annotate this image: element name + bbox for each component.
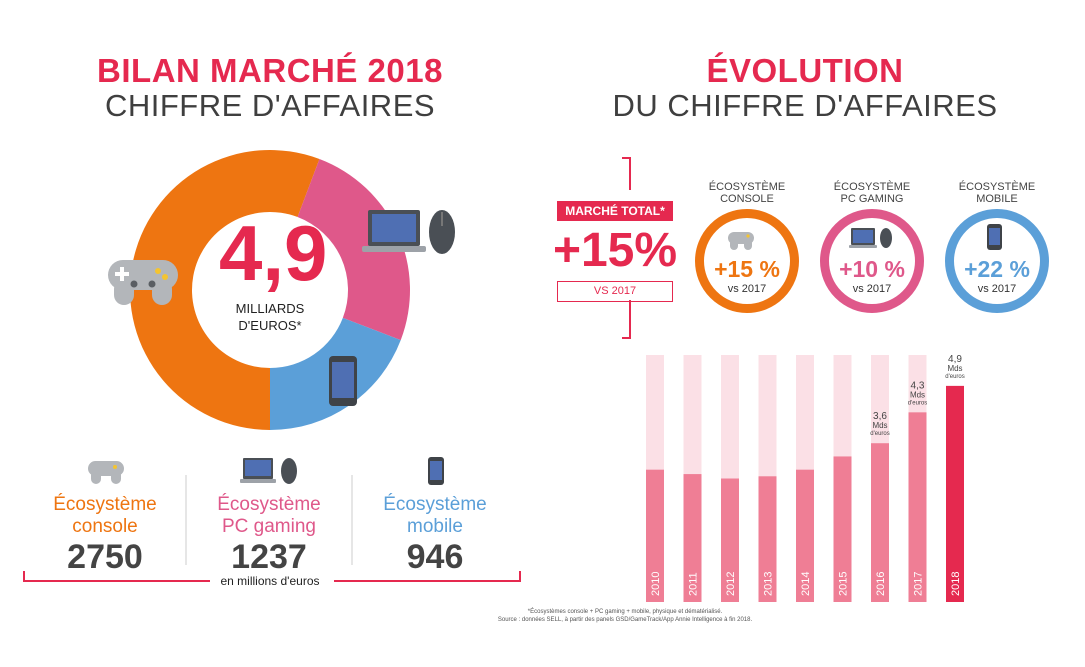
bar-value-label-2017-3: d'euros — [908, 400, 928, 406]
bar-2013 — [758, 476, 777, 602]
pc-pct: +10 % — [839, 256, 905, 282]
laptop-icon — [362, 210, 426, 252]
console-label-line1: Écosystème — [53, 494, 157, 515]
left-subtitle: CHIFFRE D'AFFAIRES — [104, 88, 436, 123]
circle-phone-icon — [987, 224, 1002, 250]
bar-value-label-2018-1: 4,9 — [948, 354, 962, 365]
total-bracket — [622, 157, 631, 339]
mobile-circle-head-2: MOBILE — [976, 193, 1018, 205]
legend-decor — [23, 457, 521, 582]
console-circle-head-2: CONSOLE — [720, 193, 774, 205]
pc-circle-head-1: ÉCOSYSTÈME — [833, 181, 911, 193]
bar-label-2016: 2016 — [875, 572, 887, 596]
right-subtitle: DU CHIFFRE D'AFFAIRES — [612, 88, 998, 123]
console-value: 2750 — [67, 538, 143, 576]
mobile-label-line2: mobile — [407, 516, 463, 537]
laptop-small-icon — [240, 458, 297, 484]
bar-2018 — [946, 385, 964, 602]
footnote-line1: *Écosystèmes console + PC gaming + mobil… — [527, 609, 723, 615]
bar-value-label-2018-2: Mds — [947, 364, 962, 373]
mobile-circle-head-1: ÉCOSYSTÈME — [958, 181, 1036, 193]
bar-value-label-2016-2: Mds — [872, 421, 887, 430]
console-label-line2: console — [72, 516, 138, 537]
bar-label-2017: 2017 — [913, 572, 925, 596]
pc-value: 1237 — [231, 538, 307, 576]
bar-label-2015: 2015 — [838, 572, 850, 596]
circle-laptop-icon — [849, 228, 892, 248]
center-unit-line2: D'EUROS* — [238, 318, 302, 333]
bar-label-2013: 2013 — [763, 572, 775, 596]
phone-small-icon — [428, 457, 444, 485]
pc-circle — [820, 209, 924, 313]
bar-label-2018: 2018 — [950, 572, 962, 596]
bar-2012 — [721, 478, 739, 602]
bar-label-2012: 2012 — [725, 572, 737, 596]
bars: 2010 2011 2012 2013 2014 2015 2016 2017 20183,6M… — [646, 354, 965, 602]
right-title: ÉVOLUTION — [706, 52, 904, 89]
bar-label-2014: 2014 — [800, 572, 812, 596]
mobile-circle — [945, 209, 1049, 313]
bar-2010 — [646, 469, 664, 602]
mobile-value: 946 — [406, 538, 464, 576]
gamepad-small-icon — [88, 461, 124, 484]
total-label: MARCHÉ TOTAL* — [557, 201, 673, 221]
left-title: BILAN MARCHÉ 2018 — [97, 52, 443, 89]
bar-value-label-2018-3: d'euros — [945, 374, 965, 380]
circle-gamepad-icon — [728, 232, 754, 250]
bar-2017 — [908, 412, 927, 602]
bar-chart: 2010 2011 2012 2013 2014 2015 2016 2017 20183,6M… — [646, 354, 965, 602]
bar-value-label-2016-3: d'euros — [870, 431, 890, 437]
pc-circle-head-2: PC GAMING — [840, 193, 904, 205]
pc-label-line2: PC gaming — [222, 516, 316, 537]
mobile-label-line1: Écosystème — [383, 494, 487, 515]
bar-2015 — [833, 456, 852, 602]
console-pct: +15 % — [714, 256, 780, 282]
bar-2016 — [871, 443, 889, 602]
pc-vs: vs 2017 — [852, 283, 892, 295]
footnote-line2: Source : données SELL, à partir des pane… — [497, 617, 753, 623]
pc-label-line1: Écosystème — [217, 494, 321, 515]
center-unit-line1: MILLIARDS — [235, 301, 305, 316]
bar-label-2011: 2011 — [688, 572, 700, 596]
total-value: +15% — [552, 224, 678, 277]
mobile-vs: vs 2017 — [977, 283, 1017, 295]
console-circle-head-1: ÉCOSYSTÈME — [708, 181, 786, 193]
bar-2011 — [683, 474, 702, 602]
total-vs: VS 2017 — [557, 281, 673, 302]
bar-2014 — [796, 469, 814, 602]
console-vs: vs 2017 — [727, 283, 767, 295]
unit-note: en millions d'euros — [220, 574, 320, 588]
bar-value-label-2017-2: Mds — [910, 390, 925, 399]
phone-icon — [329, 356, 357, 406]
donut-slice-console — [130, 150, 320, 431]
bar-value-label-2016-1: 3,6 — [873, 411, 887, 422]
mouse-icon — [429, 210, 455, 254]
circle-icons — [728, 224, 1002, 250]
bar-value-label-2017-1: 4,3 — [911, 380, 925, 391]
center-value: 4,9 — [219, 209, 328, 297]
console-circle — [695, 209, 799, 313]
donut-chart — [108, 150, 455, 431]
mobile-pct: +22 % — [964, 256, 1030, 282]
gamepad-icon — [108, 260, 178, 305]
bar-label-2010: 2010 — [650, 572, 662, 596]
donut-slice-pc — [297, 159, 410, 341]
